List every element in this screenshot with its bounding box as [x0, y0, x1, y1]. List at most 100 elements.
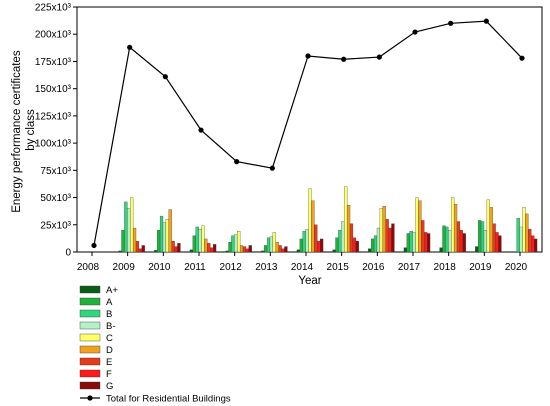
bar — [281, 248, 285, 253]
bar — [528, 228, 532, 253]
bar — [391, 223, 395, 253]
y-tick-label: 200x10³ — [35, 30, 72, 41]
x-axis-title: Year — [298, 275, 321, 287]
bar — [409, 231, 413, 253]
total-point — [341, 56, 347, 62]
bar — [376, 227, 381, 253]
total-point — [127, 44, 133, 50]
bar — [154, 250, 158, 253]
y-tick-label: 175x10³ — [35, 57, 72, 68]
x-tick-label: 2009 — [113, 262, 136, 273]
bar — [368, 248, 372, 253]
bar — [442, 225, 446, 253]
bar — [418, 200, 422, 253]
bar — [346, 205, 351, 253]
y-axis-title-line-2: by class — [25, 109, 37, 151]
bar — [492, 223, 496, 253]
x-tick-label: 2011 — [184, 262, 206, 273]
x-tick-label: 2012 — [220, 262, 243, 273]
bar — [311, 200, 315, 253]
series-A — [121, 220, 482, 253]
bar — [531, 235, 535, 253]
total-point — [448, 20, 454, 26]
bar — [138, 248, 142, 253]
total-point — [412, 29, 418, 35]
bar — [207, 243, 211, 253]
bar — [210, 247, 214, 253]
bar — [248, 245, 252, 253]
legend-label-A+: A+ — [106, 285, 118, 296]
bar — [483, 230, 488, 253]
bar — [302, 231, 306, 253]
bar — [245, 248, 249, 253]
bar — [237, 231, 241, 253]
x-tick-label: 2013 — [255, 262, 278, 273]
bar — [344, 186, 348, 253]
bar — [157, 230, 161, 253]
bar — [338, 230, 342, 253]
bar — [371, 238, 375, 253]
y-tick-label: 75x10³ — [40, 166, 71, 177]
bar — [332, 249, 336, 253]
y-tick-label: 150x10³ — [35, 84, 72, 95]
bar — [124, 201, 128, 253]
y-axis-title: Energy performance certificates by class — [11, 47, 37, 213]
total-point — [376, 54, 382, 60]
legend-swatch-C — [79, 333, 101, 342]
bar — [319, 238, 324, 253]
y-tick-label: 25x10³ — [40, 220, 71, 231]
legend-label-B-: B- — [106, 321, 116, 332]
y-tick-label: 0 — [65, 248, 71, 259]
bar — [165, 219, 169, 253]
bar — [451, 197, 455, 253]
bar — [177, 243, 181, 253]
bar — [121, 230, 125, 253]
bar — [480, 221, 485, 253]
legend-swatch-G — [79, 381, 101, 390]
x-tick-label: 2016 — [362, 262, 385, 273]
bar — [516, 218, 520, 253]
legend-swatch-E — [79, 357, 101, 366]
bar — [132, 227, 137, 253]
legend-swatch-F — [79, 369, 101, 378]
bar — [341, 221, 345, 253]
legend-swatch-A+ — [79, 285, 101, 294]
bar — [534, 238, 538, 253]
bar — [261, 250, 265, 253]
total-point — [305, 53, 311, 59]
bar — [284, 246, 288, 253]
x-tick-label: 2020 — [505, 262, 528, 273]
bar — [498, 235, 502, 253]
x-tick-label: 2010 — [148, 262, 171, 273]
bar — [239, 245, 244, 253]
bar — [162, 222, 167, 253]
legend-label-E: E — [106, 357, 112, 368]
bar — [406, 233, 410, 253]
bar — [141, 245, 145, 253]
x-tick-label: 2018 — [434, 262, 457, 273]
legend-label-total: Total for Residential Buildings — [106, 394, 231, 405]
x-tick-label: 2019 — [469, 262, 492, 273]
bar — [159, 215, 164, 253]
x-tick-label: 2015 — [327, 262, 350, 273]
total-point — [483, 18, 489, 24]
bar — [264, 245, 268, 253]
bar — [335, 237, 339, 253]
bar — [352, 237, 356, 253]
bar — [305, 228, 309, 253]
bar — [195, 226, 199, 253]
bar — [266, 237, 271, 253]
total-point — [519, 55, 525, 61]
bar — [272, 232, 276, 253]
bar — [379, 208, 383, 253]
series-G — [141, 223, 538, 253]
legend-label-B: B — [106, 309, 112, 320]
bar — [519, 226, 523, 253]
bar — [234, 234, 238, 253]
bar — [228, 242, 232, 253]
legend-label-G: G — [106, 381, 113, 392]
bar — [424, 232, 428, 253]
bar — [373, 235, 378, 253]
